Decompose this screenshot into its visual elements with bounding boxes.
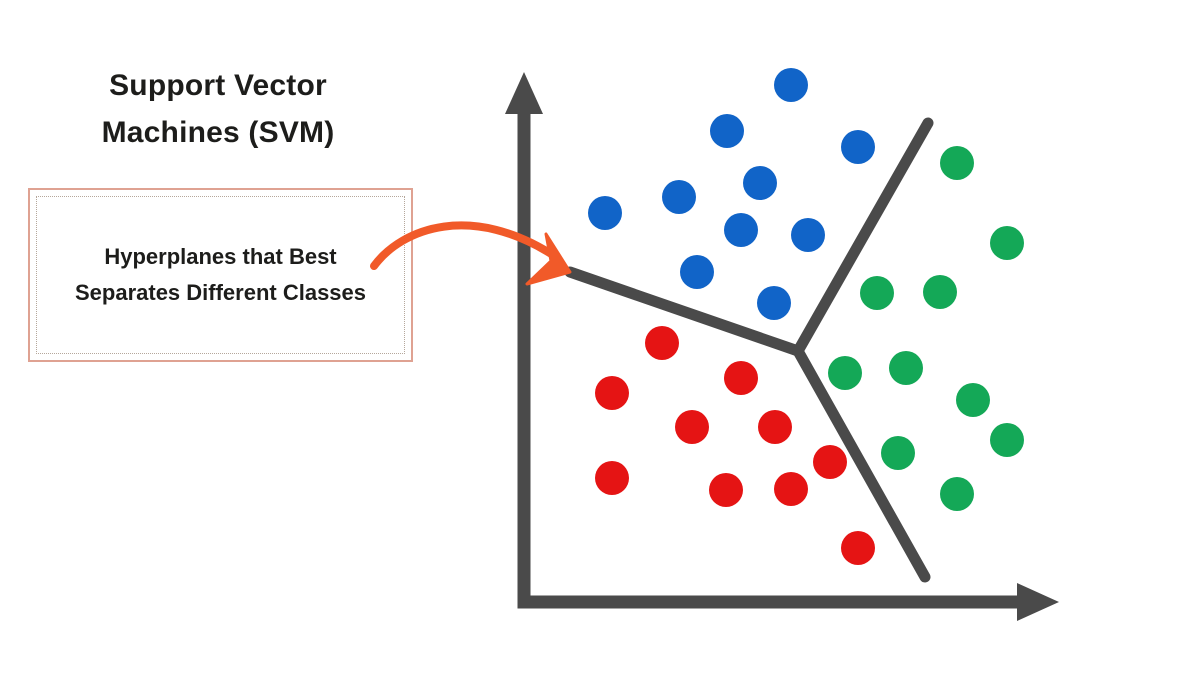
- hyperplane-note-box: Hyperplanes that Best Separates Differen…: [28, 188, 413, 362]
- class-red-dot: [709, 473, 743, 507]
- hyperplane-note-text: Hyperplanes that Best Separates Differen…: [75, 239, 366, 311]
- y-axis-arrowhead-icon: [505, 72, 543, 114]
- class-green-dot: [940, 146, 974, 180]
- class-blue-dot: [841, 130, 875, 164]
- class-red-dot: [724, 361, 758, 395]
- hyperplane-note-line1: Hyperplanes that Best: [104, 244, 337, 269]
- class-blue-dot: [743, 166, 777, 200]
- hyperplane-segment-1: [564, 266, 804, 357]
- hyperplane-lines: [564, 117, 934, 583]
- class-red-dot: [758, 410, 792, 444]
- class-red-dot: [595, 376, 629, 410]
- class-blue-dot: [588, 196, 622, 230]
- class-blue-dot: [680, 255, 714, 289]
- class-blue-dot: [774, 68, 808, 102]
- class-green-dot: [881, 436, 915, 470]
- class-red-dot: [813, 445, 847, 479]
- class-green-dot: [860, 276, 894, 310]
- class-green-dot: [990, 423, 1024, 457]
- hyperplane-segment-3: [792, 345, 931, 583]
- page-title-line2: Machines (SVM): [101, 116, 335, 149]
- annotation-arrowhead-icon: [525, 232, 572, 286]
- hyperplane-segment-2: [792, 117, 934, 357]
- page-title: Support Vector Machines (SVM): [68, 62, 368, 156]
- hyperplane-note-box-inner-border: Hyperplanes that Best Separates Differen…: [36, 196, 405, 354]
- class-blue-dot: [757, 286, 791, 320]
- class-red-dot: [774, 472, 808, 506]
- class-blue-dot: [724, 213, 758, 247]
- class-blue-dot: [662, 180, 696, 214]
- class-red-dot: [675, 410, 709, 444]
- class-green-dot: [923, 275, 957, 309]
- class-blue-dot: [710, 114, 744, 148]
- class-red-dot: [595, 461, 629, 495]
- class-green-dot: [956, 383, 990, 417]
- x-axis-arrowhead-icon: [1017, 583, 1059, 621]
- class-red-dot: [645, 326, 679, 360]
- page-title-line1: Support Vector: [109, 69, 327, 102]
- data-points: [588, 68, 1024, 565]
- class-blue-dot: [791, 218, 825, 252]
- axes: [505, 72, 1059, 621]
- class-green-dot: [828, 356, 862, 390]
- class-green-dot: [889, 351, 923, 385]
- class-red-dot: [841, 531, 875, 565]
- hyperplane-note-line2: Separates Different Classes: [74, 280, 367, 305]
- class-green-dot: [990, 226, 1024, 260]
- class-green-dot: [940, 477, 974, 511]
